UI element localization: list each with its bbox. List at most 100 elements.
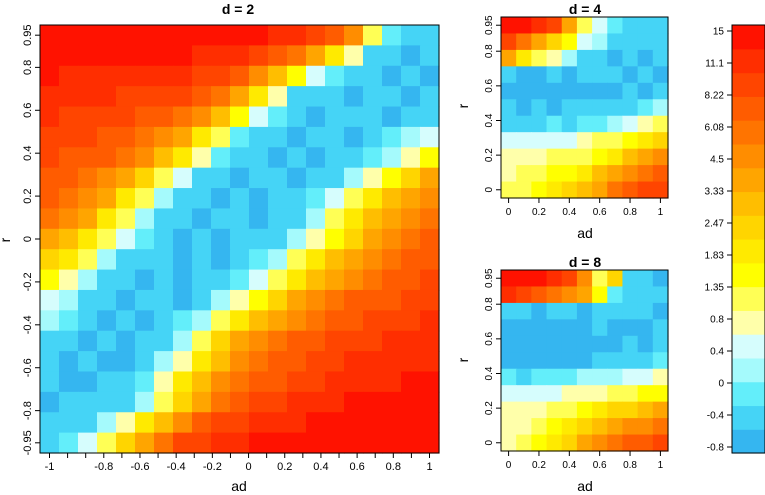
heatmap-cell — [344, 126, 364, 148]
heatmap-cell — [344, 167, 364, 189]
heatmap-cell — [344, 147, 364, 169]
heatmap-cell — [637, 270, 654, 288]
heatmap-cell — [287, 310, 307, 332]
heatmap-cell — [40, 351, 60, 373]
colorbar-band — [732, 72, 765, 97]
heatmap-cell — [325, 371, 345, 393]
heatmap-cell — [325, 126, 345, 148]
heatmap-cell — [40, 45, 60, 67]
heatmap-cell — [652, 82, 669, 100]
heatmap-cell — [230, 412, 250, 434]
heatmap-cell — [287, 86, 307, 108]
heatmap-cell — [607, 33, 624, 51]
heatmap-cell — [306, 432, 326, 454]
heatmap-cell — [516, 33, 532, 51]
heatmap-cell — [401, 412, 421, 434]
heatmap-cell — [592, 17, 608, 35]
heatmap-cell — [501, 418, 517, 436]
heatmap-cell — [268, 147, 288, 169]
heatmap-cell — [546, 385, 563, 403]
heatmap-cell — [97, 228, 117, 250]
heatmap-cell — [154, 351, 174, 373]
heatmap-cell — [622, 115, 639, 133]
panel-d8-x-axis-label: ad — [577, 478, 593, 494]
heatmap-cell — [607, 99, 624, 117]
heatmap-cell — [249, 249, 269, 271]
heatmap-cell — [154, 147, 174, 169]
heatmap-cell — [363, 147, 383, 169]
heatmap-cell — [576, 270, 593, 288]
heatmap-cell — [325, 106, 345, 128]
heatmap-cell — [607, 352, 624, 370]
heatmap-cell — [561, 165, 578, 183]
heatmap-cell — [211, 351, 231, 373]
heatmap-cell — [382, 391, 402, 413]
colorbar-tick-label: 1.35 — [705, 283, 725, 294]
heatmap-cell — [401, 167, 421, 189]
heatmap-cell — [516, 66, 532, 84]
heatmap-cell — [306, 412, 326, 434]
heatmap-cell — [135, 208, 155, 230]
heatmap-cell — [637, 385, 654, 403]
heatmap-cell — [363, 228, 383, 250]
heatmap-cell — [325, 25, 345, 46]
heatmap-cell — [622, 99, 639, 117]
heatmap-cell — [268, 25, 288, 46]
heatmap-cell — [592, 270, 608, 288]
heatmap-cell — [249, 106, 269, 128]
heatmap-cell — [501, 181, 517, 199]
heatmap-cell — [325, 167, 345, 189]
heatmap-cell — [287, 371, 307, 393]
heatmap-cell — [97, 412, 117, 434]
heatmap-cell — [59, 106, 79, 128]
heatmap-cell — [287, 106, 307, 128]
heatmap-cell — [116, 147, 136, 169]
heatmap-cell — [135, 310, 155, 332]
heatmap-cell — [622, 165, 639, 183]
y-tick-label: 0.2 — [484, 148, 495, 162]
y-tick-label: 0.95 — [22, 24, 34, 45]
heatmap-cell — [622, 181, 639, 199]
heatmap-cell — [78, 269, 98, 291]
heatmap-cell — [268, 106, 288, 128]
heatmap-cell — [97, 106, 117, 128]
heatmap-cell — [546, 115, 563, 133]
heatmap-cell — [211, 412, 231, 434]
heatmap-cell — [268, 351, 288, 373]
heatmap-cell — [531, 352, 548, 370]
panel-d8-frame — [500, 269, 669, 452]
heatmap-cell — [306, 65, 326, 87]
heatmap-cell — [135, 106, 155, 128]
heatmap-cell — [607, 401, 624, 419]
heatmap-cell — [325, 412, 345, 434]
heatmap-cell — [154, 126, 174, 148]
colorbar-band — [732, 143, 765, 169]
heatmap-cell — [211, 106, 231, 128]
heatmap-cell — [637, 368, 654, 386]
y-tick-label: 0.95 — [484, 268, 495, 288]
heatmap-cell — [401, 249, 421, 271]
heatmap-cell — [607, 49, 624, 67]
heatmap-cell — [230, 249, 250, 271]
panel-d2-cells — [40, 25, 440, 454]
colorbar-tick-label: 1.83 — [705, 251, 725, 262]
heatmap-cell — [97, 269, 117, 291]
heatmap-cell — [501, 132, 517, 150]
heatmap-cell — [637, 335, 654, 353]
heatmap-cell — [78, 371, 98, 393]
panel-d2: d = 2 -1 -0.8 -0.6 -0.4 -0.2 0 0.2 0.4 0.6 0.8 1 -… — [0, 1, 440, 494]
heatmap-cell — [637, 434, 654, 452]
panel-d2-x-axis-label: ad — [231, 478, 247, 494]
heatmap-cell — [78, 126, 98, 148]
heatmap-cell — [154, 269, 174, 291]
heatmap-cell — [607, 319, 624, 337]
heatmap-cell — [592, 434, 608, 452]
panel-d4-x-axis-label: ad — [577, 225, 593, 241]
heatmap-cell — [622, 385, 639, 403]
heatmap-cell — [607, 418, 624, 436]
heatmap-cell — [230, 289, 250, 311]
heatmap-cell — [211, 330, 231, 352]
heatmap-cell — [344, 269, 364, 291]
heatmap-cell — [516, 286, 532, 304]
heatmap-cell — [561, 385, 578, 403]
